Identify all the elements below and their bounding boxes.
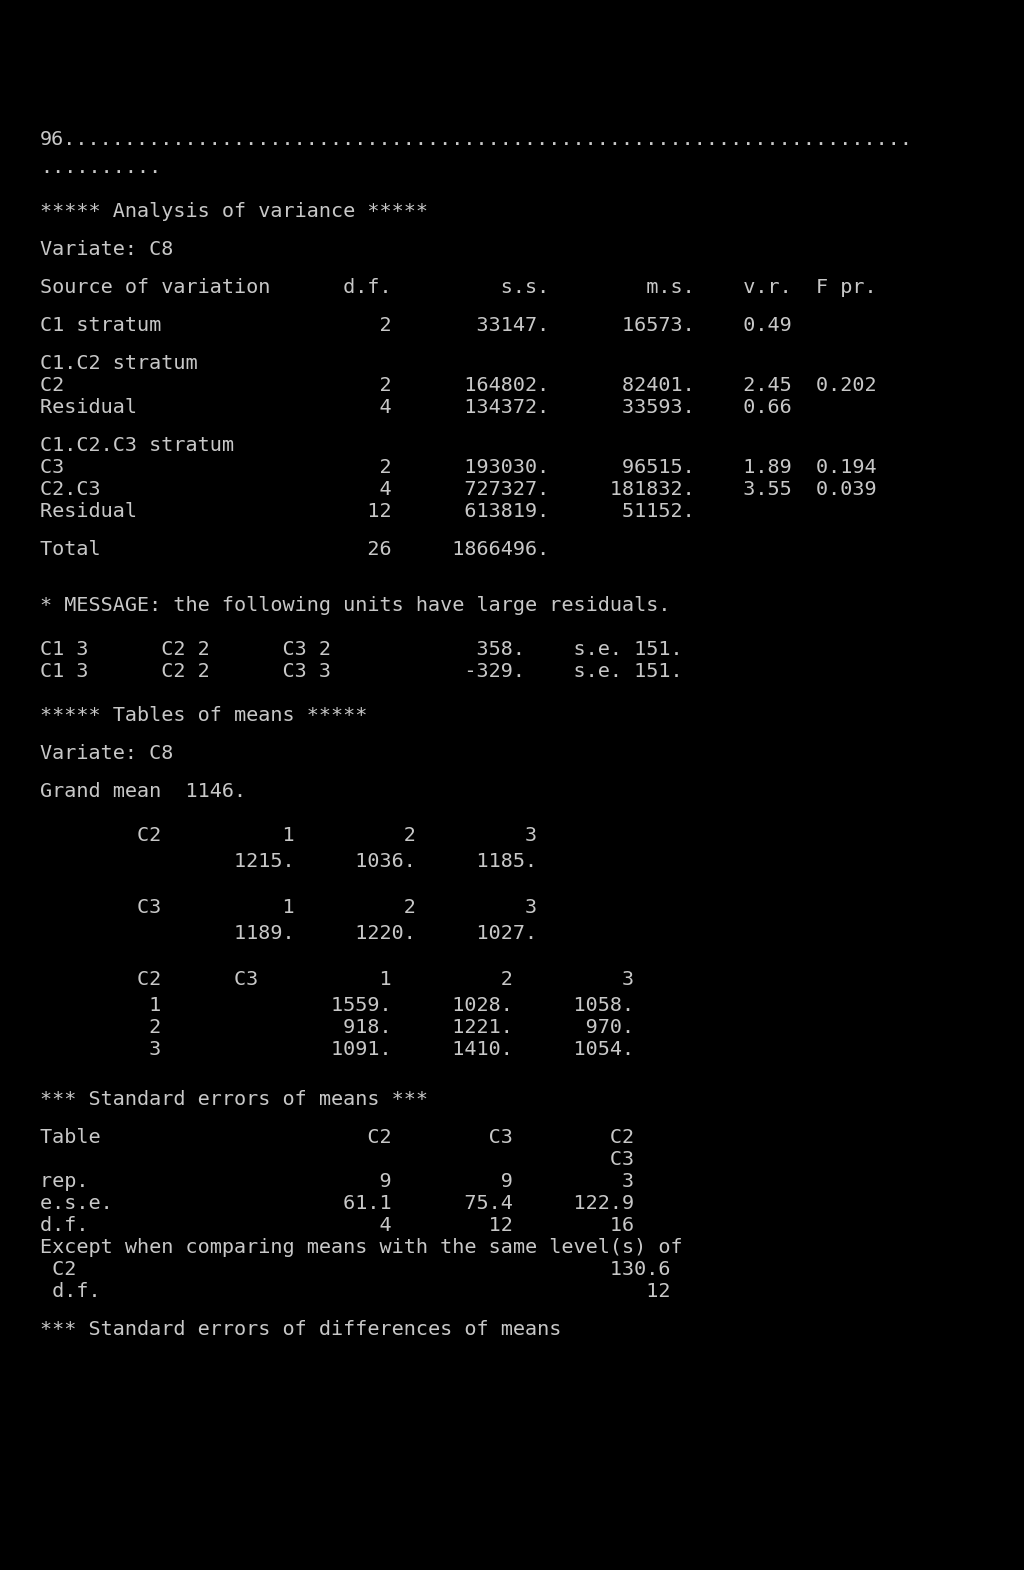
Text: C2          1         2         3: C2 1 2 3: [40, 826, 538, 845]
Text: Table                      C2        C3        C2: Table C2 C3 C2: [40, 1127, 634, 1148]
Text: C2      C3          1         2         3: C2 C3 1 2 3: [40, 970, 634, 989]
Text: *** Standard errors of means ***: *** Standard errors of means ***: [40, 1090, 428, 1108]
Text: Grand mean  1146.: Grand mean 1146.: [40, 782, 246, 801]
Text: C3: C3: [40, 1149, 634, 1170]
Text: Variate: C8: Variate: C8: [40, 744, 173, 763]
Text: * MESSAGE: the following units have large residuals.: * MESSAGE: the following units have larg…: [40, 597, 671, 615]
Text: d.f.                                             12: d.f. 12: [40, 1283, 671, 1302]
Text: d.f.                        4        12        16: d.f. 4 12 16: [40, 1217, 634, 1236]
Text: 1215.     1036.     1185.: 1215. 1036. 1185.: [40, 853, 538, 871]
Text: C1 3      C2 2      C3 2            358.    s.e. 151.: C1 3 C2 2 C3 2 358. s.e. 151.: [40, 641, 683, 659]
Text: C2.C3                       4      727327.     181832.    3.55  0.039: C2.C3 4 727327. 181832. 3.55 0.039: [40, 480, 877, 499]
Text: rep.                        9         9         3: rep. 9 9 3: [40, 1171, 634, 1192]
Text: C3                          2      193030.      96515.    1.89  0.194: C3 2 193030. 96515. 1.89 0.194: [40, 458, 877, 477]
Text: C2                          2      164802.      82401.    2.45  0.202: C2 2 164802. 82401. 2.45 0.202: [40, 375, 877, 396]
Text: Except when comparing means with the same level(s) of: Except when comparing means with the sam…: [40, 1239, 683, 1258]
Text: *** Standard errors of differences of means: *** Standard errors of differences of me…: [40, 1320, 561, 1339]
Text: ..........: ..........: [40, 159, 161, 177]
Text: e.s.e.                   61.1      75.4     122.9: e.s.e. 61.1 75.4 122.9: [40, 1195, 634, 1214]
Text: C1.C2 stratum: C1.C2 stratum: [40, 353, 198, 374]
Text: Residual                   12      613819.      51152.: Residual 12 613819. 51152.: [40, 502, 694, 521]
Text: 2               918.     1221.      970.: 2 918. 1221. 970.: [40, 1017, 634, 1038]
Text: C3          1         2         3: C3 1 2 3: [40, 898, 538, 917]
Text: Source of variation      d.f.         s.s.        m.s.    v.r.  F pr.: Source of variation d.f. s.s. m.s. v.r. …: [40, 278, 877, 297]
Text: 96......................................................................: 96......................................…: [40, 130, 913, 149]
Text: ***** Tables of means *****: ***** Tables of means *****: [40, 706, 368, 725]
Text: C1 stratum                  2       33147.      16573.    0.49: C1 stratum 2 33147. 16573. 0.49: [40, 316, 792, 334]
Text: 3              1091.     1410.     1054.: 3 1091. 1410. 1054.: [40, 1039, 634, 1060]
Text: Total                      26     1866496.: Total 26 1866496.: [40, 540, 549, 559]
Text: C1 3      C2 2      C3 3           -329.    s.e. 151.: C1 3 C2 2 C3 3 -329. s.e. 151.: [40, 663, 683, 681]
Text: 1              1559.     1028.     1058.: 1 1559. 1028. 1058.: [40, 995, 634, 1014]
Text: Variate: C8: Variate: C8: [40, 240, 173, 259]
Text: Residual                    4      134372.      33593.    0.66: Residual 4 134372. 33593. 0.66: [40, 399, 792, 418]
Text: ***** Analysis of variance *****: ***** Analysis of variance *****: [40, 203, 428, 221]
Text: C2                                            130.6: C2 130.6: [40, 1261, 671, 1280]
Text: C1.C2.C3 stratum: C1.C2.C3 stratum: [40, 436, 234, 455]
Text: 1189.     1220.     1027.: 1189. 1220. 1027.: [40, 925, 538, 944]
